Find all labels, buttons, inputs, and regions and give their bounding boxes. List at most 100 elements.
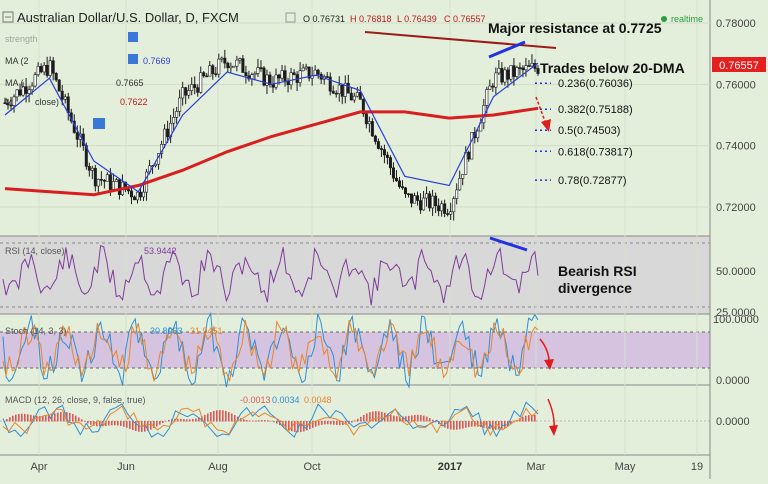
macd-histogram-bar — [267, 420, 269, 422]
candle-body — [163, 128, 167, 145]
macd-histogram-bar — [57, 412, 59, 422]
candle-body — [470, 132, 474, 160]
macd-histogram-bar — [150, 421, 152, 430]
candle-body — [111, 181, 115, 190]
macd-histogram-bar — [522, 416, 524, 422]
settings-icon[interactable] — [128, 54, 138, 64]
dma-annotation: Trades below 20-DMA — [540, 60, 685, 76]
macd-histogram-bar — [462, 421, 464, 429]
settings-icon[interactable] — [128, 32, 138, 42]
macd-histogram-bar — [105, 421, 107, 426]
macd-histogram-bar — [531, 414, 533, 422]
candle-body — [114, 179, 118, 182]
candle-body — [271, 84, 275, 88]
macd-histogram-bar — [117, 421, 119, 426]
candle-body — [66, 96, 70, 114]
eye-button[interactable] — [285, 12, 296, 23]
macd-histogram-bar — [399, 416, 401, 422]
candle-body — [410, 193, 414, 204]
settings-icon[interactable] — [93, 118, 105, 129]
time-tick: May — [615, 461, 636, 473]
fib-level-label: 0.236(0.76036) — [558, 78, 633, 90]
macd-histogram-bar — [294, 421, 296, 432]
candle-body — [18, 89, 22, 96]
time-tick: Mar — [527, 461, 546, 473]
macd-histogram-bar — [225, 410, 227, 422]
resistance-annotation: Major resistance at 0.7725 — [488, 20, 662, 36]
price-divergence-line — [488, 40, 526, 59]
macd-histogram-bar — [486, 421, 488, 429]
candle-body — [132, 196, 136, 201]
candle-body — [259, 67, 263, 69]
macd-histogram-bar — [465, 421, 467, 428]
macd-histogram-bar — [6, 419, 8, 422]
macd-histogram-bar — [54, 413, 56, 422]
candle-body — [235, 59, 239, 67]
macd-histogram-bar — [312, 421, 314, 428]
macd-histogram-bar — [285, 421, 287, 429]
macd-line — [2, 401, 539, 438]
candle-body — [223, 57, 227, 64]
macd-histogram-bar — [186, 419, 188, 422]
macd-histogram-bar — [132, 421, 134, 431]
price-tick: 0.78000 — [716, 18, 756, 30]
macd-histogram-bar — [282, 421, 284, 427]
rsi-tick-25: 25.0000 — [716, 307, 756, 319]
candle-body — [93, 167, 97, 187]
candle-body — [33, 74, 37, 87]
macd-histogram-bar — [144, 421, 146, 432]
candle-body — [512, 65, 516, 77]
macd-histogram-bar — [342, 421, 344, 426]
macd-histogram-bar — [468, 421, 470, 428]
current-price-value: 0.76557 — [719, 60, 759, 72]
candle-body — [142, 191, 146, 198]
candle-body — [358, 92, 362, 100]
macd-histogram-bar — [378, 411, 380, 422]
fib-level-label: 0.5(0.74503) — [558, 125, 620, 137]
candle-body — [289, 72, 293, 86]
macd-histogram-bar — [387, 413, 389, 422]
macd-histogram-bar — [42, 416, 44, 422]
candle-body — [229, 65, 233, 69]
ohlc-low: L 0.76439 — [397, 14, 437, 24]
macd-histogram-bar — [363, 415, 365, 422]
macd-histogram-bar — [153, 421, 155, 429]
candle-body — [340, 84, 344, 97]
candle-body — [367, 121, 371, 125]
candle-body — [494, 72, 498, 88]
candle-body — [527, 65, 531, 67]
macd-histogram-bar — [339, 421, 341, 426]
macd-histogram-bar — [381, 411, 383, 422]
macd-histogram-bar — [408, 415, 410, 422]
candle-body — [253, 73, 257, 75]
macd-histogram-bar — [81, 419, 83, 422]
candle-body — [379, 148, 383, 150]
macd-histogram-bar — [156, 421, 158, 427]
macd-histogram-bar — [372, 411, 374, 422]
collapse-button[interactable] — [2, 11, 14, 23]
macd-histogram-bar — [222, 410, 224, 422]
macd-histogram-bar — [375, 411, 377, 422]
macd-histogram-bar — [27, 414, 29, 422]
price-scale: 0.78000 0.76000 0.74000 0.72000 — [716, 18, 756, 214]
resistance-line — [364, 31, 557, 49]
time-tick: Aug — [208, 461, 228, 473]
macd-histogram-bar — [75, 415, 77, 422]
macd-histogram-bar — [501, 421, 503, 429]
macd-histogram-bar — [420, 414, 422, 422]
macd-histogram-bar — [63, 411, 65, 422]
candle-body — [99, 178, 103, 181]
candle-body — [443, 203, 447, 214]
macd-histogram-bar — [72, 414, 74, 422]
macd-histogram-bar — [177, 418, 179, 422]
macd-histogram-bar — [321, 421, 323, 425]
candle-body — [117, 179, 121, 195]
candle-body — [331, 90, 335, 94]
macd-histogram-bar — [219, 410, 221, 422]
candle-body — [60, 90, 64, 100]
macd-histogram-bar — [411, 415, 413, 422]
ohlc-close: C 0.76557 — [444, 14, 486, 24]
realtime-label: realtime — [671, 14, 703, 24]
macd-histogram-bar — [261, 420, 263, 422]
